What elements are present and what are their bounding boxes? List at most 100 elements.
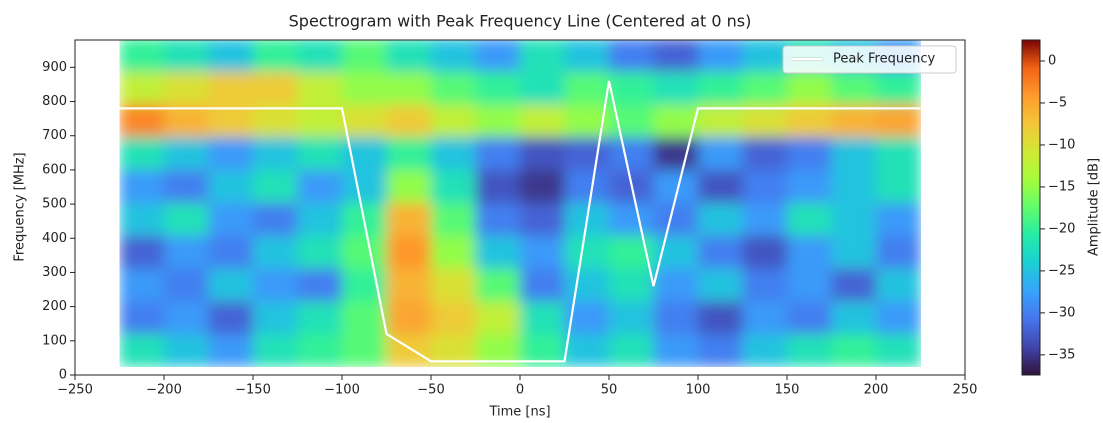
colorbar xyxy=(1021,39,1041,376)
heat-cell xyxy=(297,136,343,171)
heat-cell xyxy=(698,169,743,203)
heat-cell xyxy=(698,235,743,269)
heat-cell xyxy=(787,71,832,105)
legend-box xyxy=(782,45,957,74)
colorbar-tick-label: −35 xyxy=(1048,347,1075,362)
heat-cell xyxy=(742,300,788,335)
heat-cell xyxy=(742,136,788,171)
heat-cell xyxy=(520,136,565,171)
heat-cell xyxy=(386,40,432,72)
heat-cell xyxy=(876,300,921,335)
heat-cell xyxy=(742,103,788,138)
colorbar-tick-label: −10 xyxy=(1048,137,1075,152)
y-tick-label: 600 xyxy=(42,162,67,177)
heat-cell xyxy=(742,202,788,236)
heat-cell xyxy=(253,103,298,138)
heat-cell xyxy=(119,202,165,236)
heat-cell xyxy=(564,136,610,171)
heat-cell xyxy=(119,268,165,302)
heat-cell xyxy=(564,333,610,367)
heat-cell xyxy=(297,300,343,335)
heat-cell xyxy=(831,136,877,171)
heat-cell xyxy=(831,300,877,335)
y-tick-label: 900 xyxy=(42,60,67,75)
heat-cell xyxy=(342,40,387,72)
x-tick-label: 0 xyxy=(516,383,524,398)
heat-cell xyxy=(431,202,476,236)
colorbar-tick-label: −15 xyxy=(1048,179,1075,194)
heat-cell xyxy=(787,333,832,367)
heat-cell xyxy=(386,169,432,203)
heat-cell xyxy=(475,268,521,302)
heat-cell xyxy=(431,268,476,302)
heat-cell xyxy=(787,169,832,203)
heat-cell xyxy=(119,300,165,335)
heat-cell xyxy=(119,136,165,171)
heat-cell xyxy=(475,103,521,138)
heat-cell xyxy=(653,202,699,236)
heat-cell xyxy=(208,268,254,302)
heat-cell xyxy=(876,71,921,105)
heat-cell xyxy=(609,268,654,302)
heat-cell xyxy=(831,333,877,367)
heat-cell xyxy=(431,169,476,203)
heat-cell xyxy=(119,333,165,367)
heat-cell xyxy=(475,300,521,335)
heat-cell xyxy=(653,300,699,335)
y-tick-label: 400 xyxy=(42,231,67,246)
heat-cell xyxy=(831,103,877,138)
heat-cell xyxy=(653,333,699,367)
heat-cell xyxy=(876,103,921,138)
heat-cell xyxy=(119,103,165,138)
heat-cell xyxy=(742,71,788,105)
y-tick-label: 0 xyxy=(59,368,67,383)
colorbar-tick-label: 0 xyxy=(1048,53,1056,68)
heat-cell xyxy=(653,268,699,302)
legend: Peak Frequency xyxy=(782,45,957,74)
heat-cell xyxy=(386,136,432,171)
heat-cell xyxy=(698,136,743,171)
heat-cell xyxy=(831,235,877,269)
heat-cell xyxy=(342,235,387,269)
heat-cell xyxy=(475,169,521,203)
heat-cell xyxy=(297,40,343,72)
colorbar-tick-label: −5 xyxy=(1048,95,1067,110)
heat-cell xyxy=(698,268,743,302)
heat-cell xyxy=(431,40,476,72)
x-tick-label: 100 xyxy=(686,383,711,398)
heat-cell xyxy=(164,71,209,105)
colorbar-tick-label: −30 xyxy=(1048,305,1075,320)
heat-cell xyxy=(208,333,254,367)
heat-cell xyxy=(787,136,832,171)
heat-cell xyxy=(386,202,432,236)
x-axis-label: Time [ns] xyxy=(488,405,550,420)
heat-cell xyxy=(386,300,432,335)
heat-cell xyxy=(164,169,209,203)
heatmap xyxy=(119,40,921,367)
y-tick-label: 300 xyxy=(42,265,67,280)
legend-label: Peak Frequency xyxy=(833,52,935,67)
heat-cell xyxy=(431,71,476,105)
heat-cell xyxy=(520,300,565,335)
heat-cell xyxy=(253,300,298,335)
heat-cell xyxy=(742,169,788,203)
heat-cell xyxy=(208,300,254,335)
heat-cell xyxy=(698,202,743,236)
heat-cell xyxy=(831,268,877,302)
heat-cell xyxy=(431,136,476,171)
heat-cell xyxy=(520,169,565,203)
heat-cell xyxy=(342,103,387,138)
x-tick-label: −150 xyxy=(235,383,271,398)
heat-cell xyxy=(520,202,565,236)
colorbar-tick-label: −20 xyxy=(1048,221,1075,236)
heat-cell xyxy=(164,333,209,367)
heat-cell xyxy=(564,235,610,269)
heat-cell xyxy=(653,71,699,105)
x-tick-label: −50 xyxy=(417,383,444,398)
heat-cell xyxy=(831,169,877,203)
heat-cell xyxy=(297,71,343,105)
heat-cell xyxy=(208,169,254,203)
heat-cell xyxy=(386,103,432,138)
heat-cell xyxy=(609,300,654,335)
y-tick-label: 500 xyxy=(42,197,67,212)
